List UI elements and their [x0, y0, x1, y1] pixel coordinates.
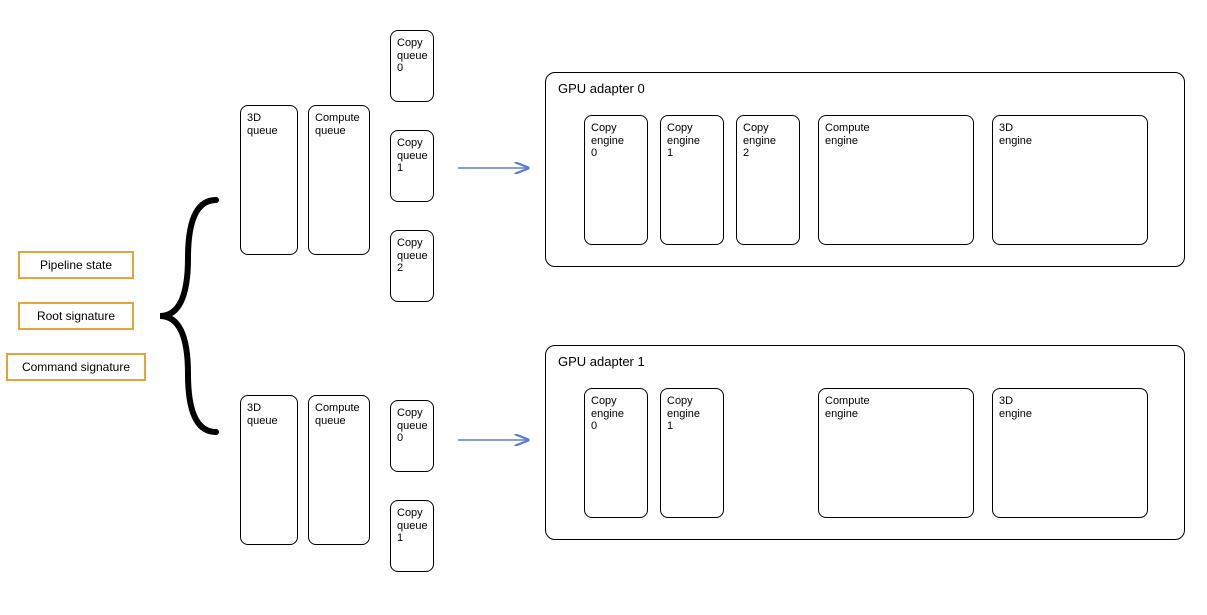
- engine-box-a0-4: 3Dengine: [992, 115, 1148, 245]
- left-box-1: Root signature: [18, 302, 134, 330]
- queue-box-g0-4: Copyqueue2: [390, 230, 434, 302]
- engine-box-a1-3: 3Dengine: [992, 388, 1148, 518]
- engine-box-a1-0: Copyengine0: [584, 388, 648, 518]
- curly-brace: [160, 200, 216, 432]
- queue-box-g0-0: 3Dqueue: [240, 105, 298, 255]
- engine-box-a0-2: Copyengine2: [736, 115, 800, 245]
- queue-box-g1-3: Copyqueue1: [390, 500, 434, 572]
- queue-box-g0-3: Copyqueue1: [390, 130, 434, 202]
- queue-box-g1-1: Computequeue: [308, 395, 370, 545]
- queue-box-g0-1: Computequeue: [308, 105, 370, 255]
- gpu-adapter-title-0: GPU adapter 0: [558, 81, 1172, 96]
- engine-box-a0-3: Computeengine: [818, 115, 974, 245]
- queue-box-g0-2: Copyqueue0: [390, 30, 434, 102]
- queue-box-g1-0: 3Dqueue: [240, 395, 298, 545]
- left-box-0: Pipeline state: [18, 251, 134, 279]
- engine-box-a1-1: Copyengine1: [660, 388, 724, 518]
- gpu-adapter-title-1: GPU adapter 1: [558, 354, 1172, 369]
- left-box-2: Command signature: [6, 353, 146, 381]
- engine-box-a1-2: Computeengine: [818, 388, 974, 518]
- diagram-canvas: Pipeline state Root signature Command sign…: [0, 0, 1207, 615]
- engine-box-a0-1: Copyengine1: [660, 115, 724, 245]
- engine-box-a0-0: Copyengine0: [584, 115, 648, 245]
- queue-box-g1-2: Copyqueue0: [390, 400, 434, 472]
